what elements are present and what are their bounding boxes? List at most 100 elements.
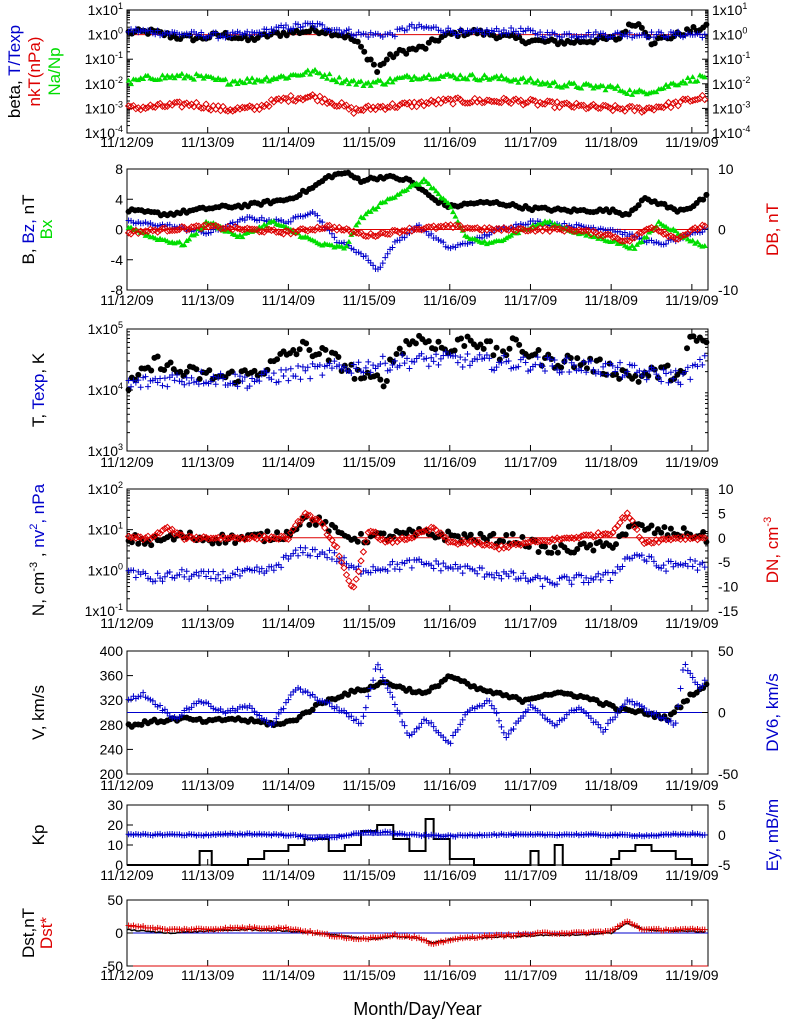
data-point (295, 21, 302, 28)
data-point (377, 264, 384, 271)
x-tick-label: 11/13/09 (181, 454, 235, 470)
data-point (181, 75, 188, 81)
data-point (602, 87, 609, 93)
data-point (616, 35, 623, 42)
data-point (258, 31, 265, 38)
data-point (445, 200, 452, 206)
data-point (578, 367, 585, 374)
x-tick-label: 11/13/09 (181, 867, 235, 883)
data-point (129, 227, 138, 235)
data-point (479, 75, 486, 81)
y-axis-label: Dst,nT (19, 908, 38, 958)
x-tick-label: 11/18/09 (584, 867, 638, 883)
data-point (546, 356, 553, 363)
data-point (527, 367, 534, 374)
data-point (387, 689, 394, 696)
data-point (699, 361, 706, 368)
data-point (496, 76, 503, 82)
data-point (590, 547, 597, 554)
data-point (307, 71, 314, 77)
series-black-dot (125, 21, 710, 75)
x-tick-label: 11/17/09 (504, 292, 558, 308)
data-point (531, 227, 540, 235)
x-tick-label: 11/14/09 (262, 292, 316, 308)
data-point (268, 376, 275, 383)
plot-frame (126, 9, 709, 134)
data-point (275, 74, 282, 80)
data-point (250, 225, 259, 234)
y2-tick-label: 0 (718, 827, 726, 843)
data-point (553, 225, 561, 233)
x-tick-label: 11/14/09 (262, 867, 316, 883)
data-point (667, 369, 674, 376)
data-point (638, 373, 645, 380)
data-point (265, 102, 273, 110)
y-tick-label: 400 (100, 643, 124, 659)
data-point (217, 577, 224, 584)
data-point (396, 535, 404, 544)
data-point (490, 352, 497, 359)
data-point (193, 569, 200, 576)
data-point (354, 38, 361, 45)
data-point (672, 228, 679, 234)
data-point (139, 535, 147, 544)
data-point (425, 363, 432, 370)
data-point (638, 228, 646, 237)
data-point (308, 225, 317, 234)
data-point (370, 677, 377, 684)
data-point (372, 666, 379, 673)
data-point (382, 199, 389, 205)
data-point (231, 534, 239, 542)
data-point (663, 370, 670, 377)
data-point (343, 243, 350, 249)
data-point (190, 76, 197, 82)
data-point (383, 537, 392, 545)
data-point (181, 573, 188, 580)
data-point (517, 541, 525, 549)
data-point (613, 541, 620, 548)
data-point (148, 542, 155, 549)
data-point (543, 537, 552, 546)
data-point (212, 381, 219, 388)
data-point (398, 99, 406, 107)
data-point (440, 734, 447, 741)
data-point (365, 33, 372, 40)
data-point (488, 702, 495, 709)
x-tick-label: 11/14/09 (262, 454, 316, 470)
data-point (408, 534, 416, 542)
data-point (374, 372, 381, 379)
x-tick-label: 11/18/09 (584, 454, 638, 470)
y-axis-label: beta, T/Texp (5, 25, 24, 118)
data-point (546, 218, 553, 224)
data-point (447, 740, 454, 747)
data-point (648, 29, 655, 36)
data-point (377, 666, 384, 673)
plot-frame (126, 328, 709, 452)
data-point (477, 341, 484, 348)
data-point (389, 558, 396, 565)
data-point (270, 98, 278, 106)
data-point (522, 359, 529, 366)
data-point (146, 535, 155, 544)
data-point (153, 529, 162, 537)
data-point (505, 730, 512, 737)
data-point (224, 29, 231, 36)
y2-tick-label: 5 (718, 797, 726, 813)
data-point (529, 96, 537, 104)
data-point (140, 75, 147, 81)
data-point (694, 681, 701, 688)
data-point (176, 239, 183, 245)
data-point (548, 98, 556, 106)
data-point (428, 354, 435, 361)
data-point (613, 371, 620, 378)
data-point (287, 692, 294, 699)
data-point (450, 72, 457, 78)
data-point (508, 232, 515, 238)
y2-tick-label: 10 (718, 481, 734, 497)
data-point (365, 79, 372, 85)
data-point (493, 364, 500, 371)
data-point (655, 374, 662, 381)
data-point (479, 28, 486, 35)
data-point (303, 340, 310, 347)
data-point (509, 531, 516, 538)
